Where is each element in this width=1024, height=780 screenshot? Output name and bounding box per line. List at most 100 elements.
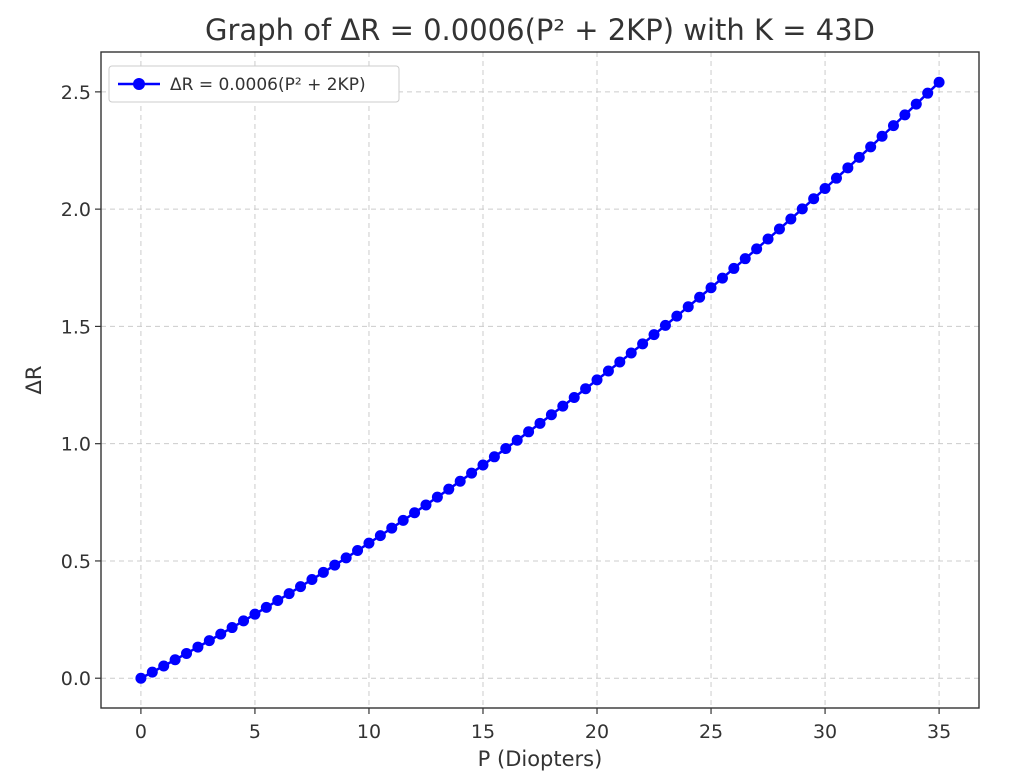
data-point [135,672,147,684]
data-point [420,499,432,511]
data-point [591,374,603,386]
data-point [557,400,569,412]
data-point [317,566,329,578]
data-point [580,383,592,395]
data-point [329,559,341,571]
data-point [283,588,295,600]
data-point [808,193,820,205]
data-point [181,647,193,659]
data-point [272,595,284,607]
data-point [796,203,808,215]
data-point [773,223,785,235]
data-point [488,451,500,463]
data-point [295,581,307,593]
data-point [671,310,683,322]
data-point [431,491,443,503]
x-tick-label: 20 [585,721,609,743]
data-point [899,109,911,121]
data-point [238,615,250,627]
data-point [694,291,706,303]
legend-label: ΔR = 0.0006(P² + 2KP) [170,75,366,95]
y-tick-label: 1.5 [61,316,91,338]
data-point [169,654,181,666]
data-point [409,507,421,519]
y-axis-label: ΔR [22,366,46,395]
data-point [842,162,854,174]
data-point [853,151,865,163]
data-point [374,530,386,542]
data-point [454,475,466,487]
data-point [534,417,546,429]
grid-lines [101,52,979,708]
data-point [819,183,831,195]
x-axis-ticks: 0 5 10 15 20 25 30 35 [135,708,951,743]
data-point [260,601,272,613]
data-point [477,459,489,471]
data-point [751,243,763,255]
x-tick-label: 15 [471,721,495,743]
data-point [146,666,158,678]
data-point [511,434,523,446]
data-point [933,76,945,88]
legend: ΔR = 0.0006(P² + 2KP) [108,65,400,103]
y-tick-label: 0.5 [61,551,91,573]
y-axis-ticks: 0.0 0.5 1.0 1.5 2.0 2.5 [61,82,101,690]
data-point [716,272,728,284]
x-tick-label: 5 [249,721,261,743]
data-point [602,365,614,377]
y-tick-label: 1.0 [61,434,91,456]
data-point [523,426,535,438]
data-point [203,635,215,647]
data-point [340,552,352,564]
data-point [762,233,774,245]
data-point [659,319,671,331]
y-tick-label: 0.0 [61,668,91,690]
data-point [876,130,888,142]
data-point [158,660,170,672]
data-point [739,253,751,265]
data-point [397,514,409,526]
data-point [682,301,694,313]
data-point [910,98,922,110]
data-point [648,329,660,341]
data-point [887,120,899,132]
data-point [215,628,227,640]
data-point [785,213,797,225]
y-tick-label: 2.0 [61,199,91,221]
data-point [625,347,637,359]
x-axis-label: P (Diopters) [478,747,603,771]
series-points [135,76,945,684]
data-point [568,391,580,403]
x-tick-label: 0 [135,721,147,743]
data-point [614,356,626,368]
x-tick-label: 30 [813,721,837,743]
data-point [363,537,375,549]
data-point [466,467,478,479]
data-point [545,409,557,421]
x-tick-label: 10 [357,721,381,743]
data-point [306,574,318,586]
legend-box [108,65,400,103]
data-point [226,622,238,634]
x-tick-label: 35 [927,721,951,743]
y-tick-label: 2.5 [61,82,91,104]
data-point [637,338,649,350]
data-point [865,141,877,153]
legend-marker [133,78,145,90]
data-point [830,172,842,184]
series-polyline [140,81,940,680]
data-point [386,522,398,534]
data-point [192,641,204,653]
chart-title: Graph of ΔR = 0.0006(P² + 2KP) with K = … [205,13,875,47]
series-line [140,81,940,680]
data-point [443,483,455,495]
data-point [352,545,364,557]
data-point [500,443,512,455]
data-point [922,87,934,99]
data-point [249,608,261,620]
data-point [705,282,717,294]
x-tick-label: 25 [699,721,723,743]
data-point [728,262,740,274]
plot-area-frame [100,51,980,709]
